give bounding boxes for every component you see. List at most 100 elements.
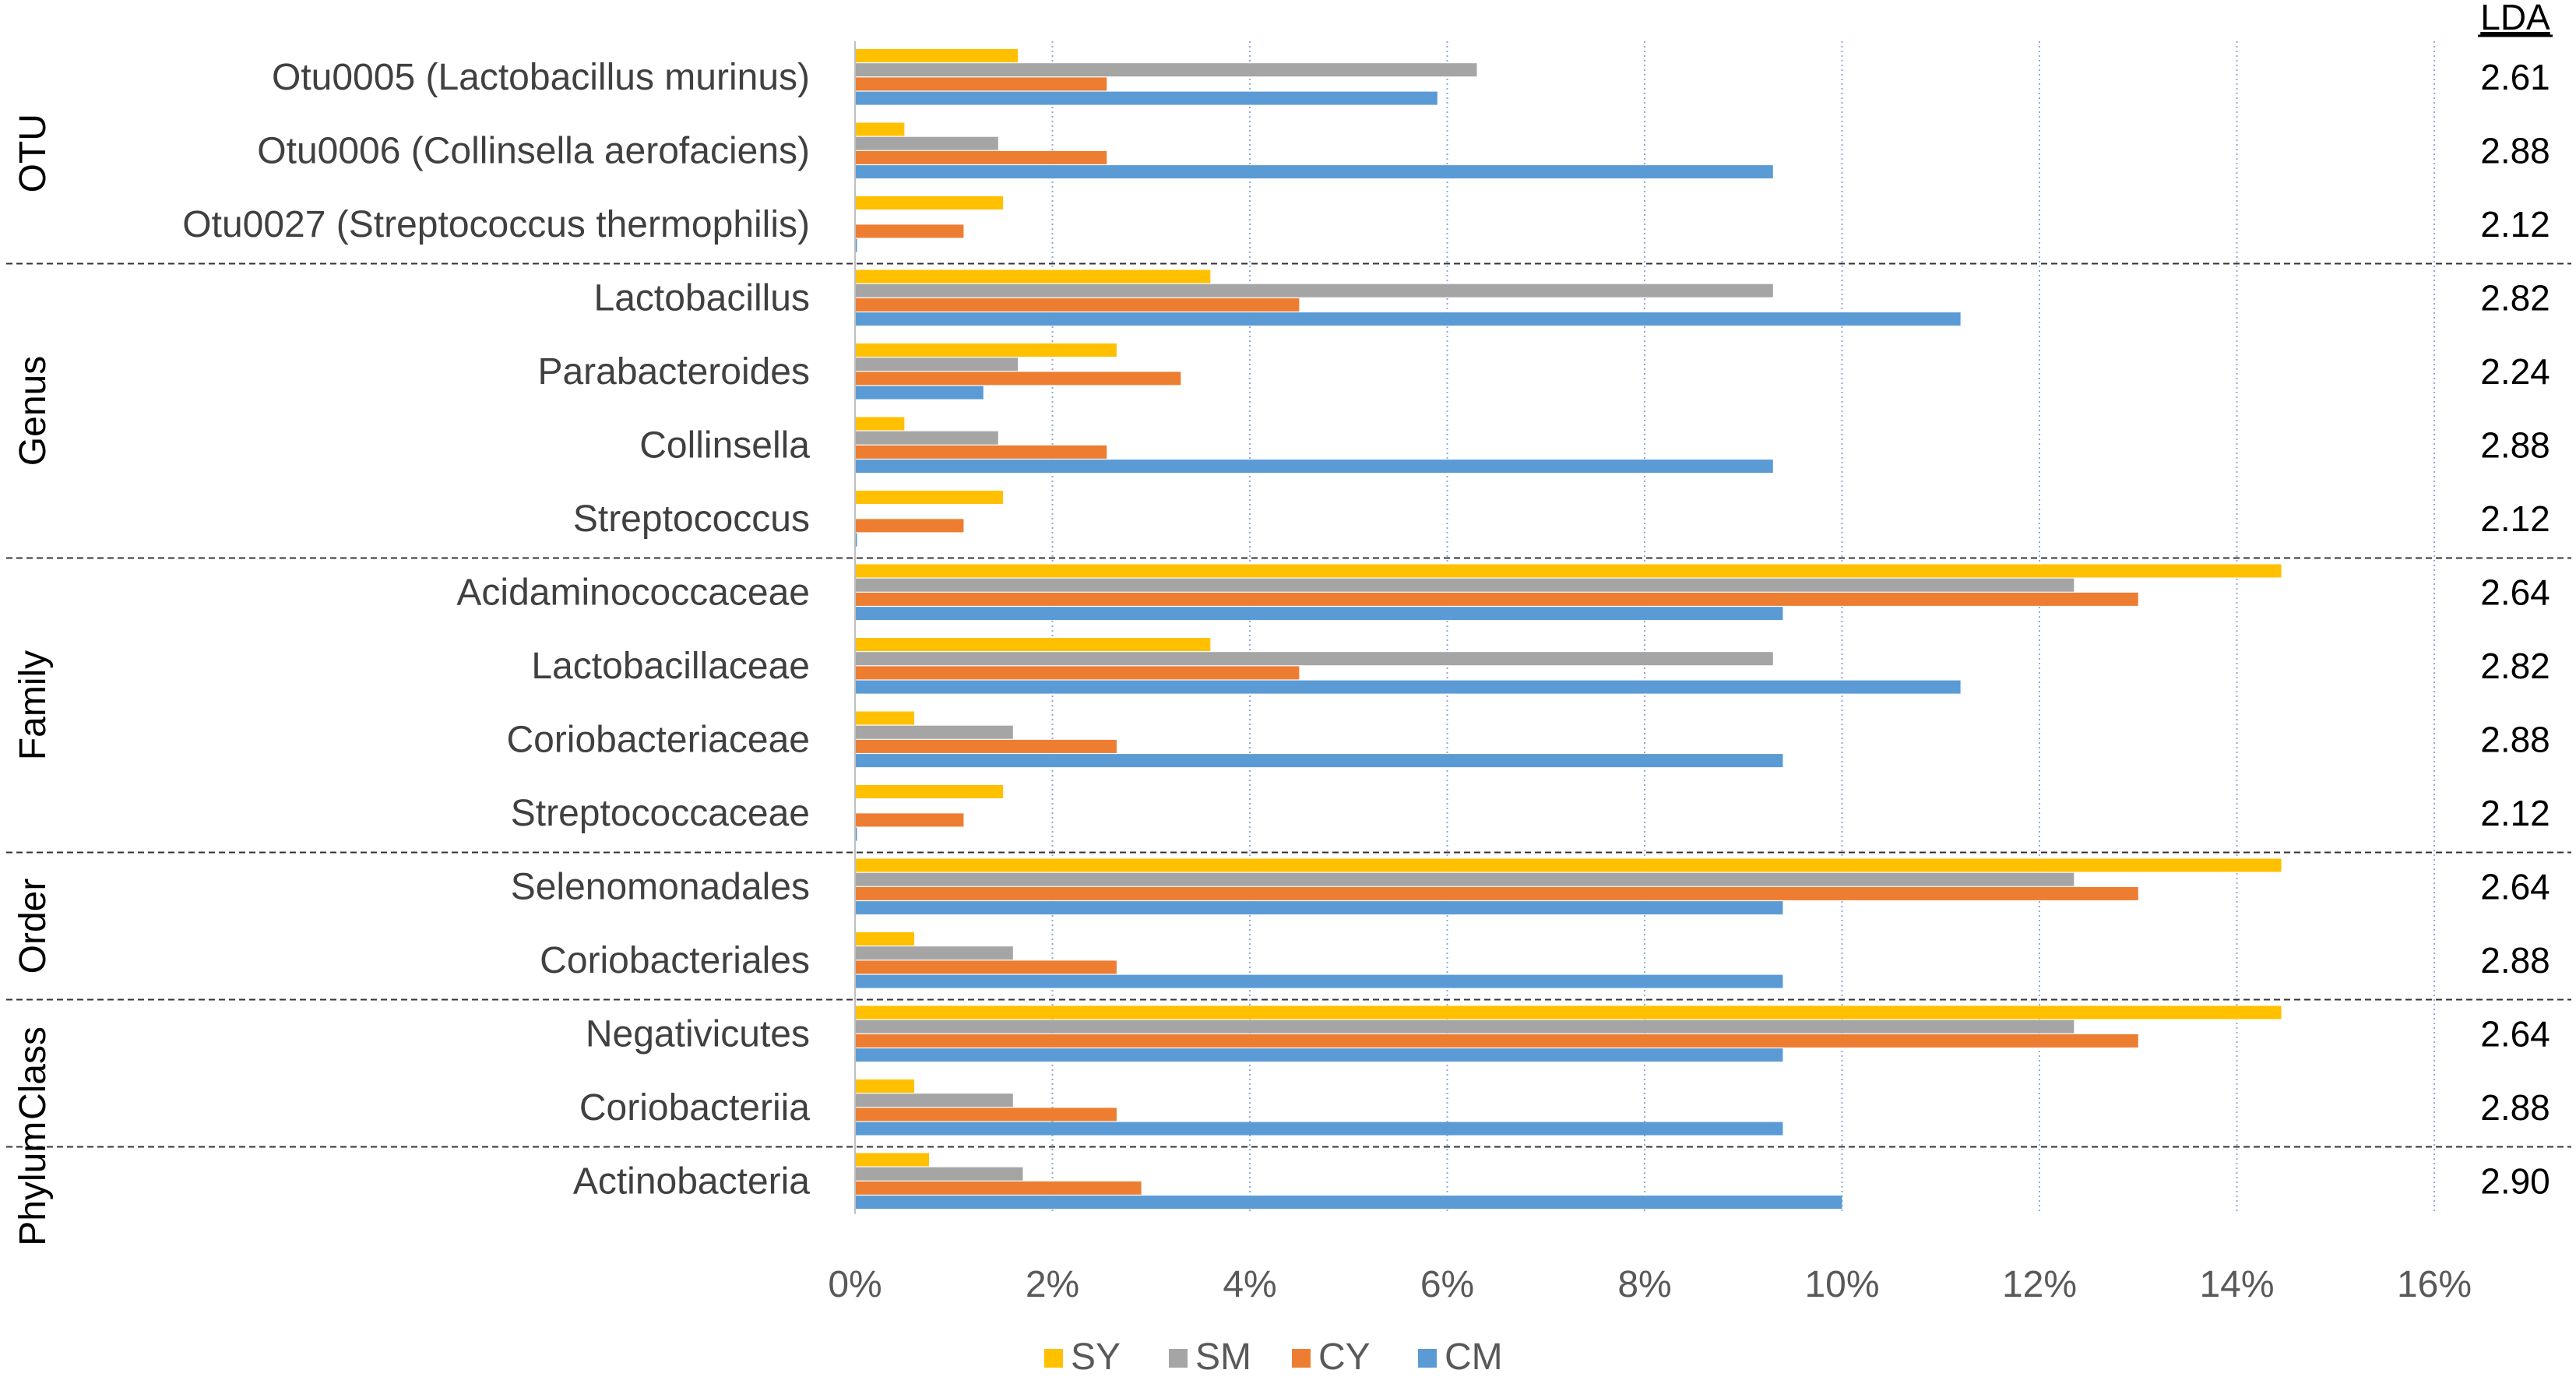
bar-cm-g1-r0 — [855, 312, 1961, 326]
bar-sy-g4-r1 — [855, 1079, 915, 1093]
bar-cy-g4-r1 — [855, 1108, 1117, 1122]
bar-cm-g1-r3 — [855, 533, 857, 547]
group-label-family: Family — [12, 650, 54, 760]
bar-cm-g2-r1 — [855, 680, 1961, 694]
row-label: Coriobacteriia — [579, 1087, 810, 1129]
x-tick-label: 14% — [2199, 1264, 2274, 1305]
group-label-phylum: Phylum — [12, 1122, 54, 1246]
x-tick-label: 0% — [828, 1264, 882, 1305]
bar-cm-g4-r0 — [855, 1048, 1783, 1062]
row-label: Otu0006 (Collinsella aerofaciens) — [257, 130, 810, 171]
bar-cy-g4-r0 — [855, 1034, 2138, 1048]
row-label: Otu0005 (Lactobacillus murinus) — [272, 57, 810, 98]
bar-cy-g1-r1 — [855, 372, 1181, 386]
bar-sy-g3-r0 — [855, 858, 2282, 872]
bar-sm-g3-r1 — [855, 946, 1013, 960]
lda-value: 2.88 — [2480, 940, 2550, 981]
bar-cy-g0-r2 — [855, 224, 964, 238]
bar-cy-g2-r0 — [855, 592, 2138, 606]
bar-cm-g2-r3 — [855, 827, 857, 841]
x-tick-label: 10% — [1804, 1264, 1879, 1305]
group-label-order: Order — [12, 879, 54, 974]
legend-swatch-sy — [1044, 1349, 1063, 1368]
bar-sm-g0-r1 — [855, 136, 998, 150]
lda-value: 2.12 — [2480, 204, 2550, 245]
bar-cm-g0-r1 — [855, 165, 1773, 179]
lda-value: 2.82 — [2480, 277, 2550, 318]
row-label: Collinsella — [639, 424, 810, 466]
legend-label-sy: SY — [1071, 1336, 1121, 1378]
legend-swatch-cm — [1418, 1349, 1437, 1368]
lda-value: 2.64 — [2480, 572, 2550, 612]
group-label-class: Class — [12, 1027, 54, 1120]
bar-sm-g2-r1 — [855, 652, 1773, 666]
lda-value: 2.88 — [2480, 1087, 2550, 1128]
bar-cy-g1-r3 — [855, 519, 964, 533]
bar-sy-g0-r0 — [855, 49, 1019, 62]
lda-value: 2.61 — [2480, 57, 2550, 97]
row-label: Lactobacillaceae — [531, 646, 810, 687]
lda-header: LDA — [2480, 0, 2550, 37]
bar-cy-g3-r0 — [855, 886, 2138, 900]
bar-sm-g0-r0 — [855, 63, 1477, 77]
bar-sm-g1-r0 — [855, 283, 1773, 298]
bar-sm-g4-r0 — [855, 1019, 2075, 1034]
bar-cm-g0-r0 — [855, 91, 1438, 105]
lda-value: 2.90 — [2480, 1160, 2550, 1201]
lda-value: 2.88 — [2480, 130, 2550, 171]
lda-value: 2.24 — [2480, 351, 2550, 392]
bar-cy-g1-r2 — [855, 445, 1107, 459]
bar-cm-g1-r1 — [855, 386, 984, 400]
bar-cm-g2-r2 — [855, 754, 1783, 768]
lda-value: 2.82 — [2480, 646, 2550, 686]
lda-value: 2.12 — [2480, 793, 2550, 833]
x-tick-label: 6% — [1420, 1264, 1474, 1305]
bar-cm-g5-r0 — [855, 1196, 1842, 1210]
bar-sy-g1-r1 — [855, 343, 1117, 357]
legend-swatch-cy — [1292, 1349, 1311, 1368]
bar-cm-g0-r2 — [855, 238, 857, 252]
x-tick-label: 8% — [1617, 1264, 1671, 1305]
x-tick-label: 4% — [1223, 1264, 1276, 1305]
legend-label-sm: SM — [1195, 1336, 1251, 1378]
bar-sm-g1-r2 — [855, 431, 998, 445]
bar-cm-g2-r0 — [855, 607, 1783, 621]
legend-label-cy: CY — [1318, 1336, 1371, 1378]
bar-sy-g2-r3 — [855, 785, 1004, 798]
x-tick-label: 12% — [2002, 1264, 2077, 1305]
bar-cy-g5-r0 — [855, 1181, 1142, 1195]
bar-cy-g2-r2 — [855, 739, 1117, 753]
lda-value: 2.12 — [2480, 498, 2550, 539]
lda-value: 2.64 — [2480, 1013, 2550, 1054]
x-tick-label: 2% — [1026, 1264, 1079, 1305]
bar-sm-g1-r1 — [855, 357, 1019, 372]
bar-sy-g0-r2 — [855, 196, 1004, 210]
bar-sm-g3-r0 — [855, 872, 2075, 886]
bar-cy-g2-r1 — [855, 666, 1300, 680]
row-label: Negativicutes — [586, 1013, 810, 1055]
row-label: Parabacteroides — [537, 351, 810, 393]
row-label: Coriobacteriales — [540, 940, 810, 981]
bar-sy-g4-r0 — [855, 1005, 2282, 1019]
bar-sy-g3-r1 — [855, 932, 915, 946]
bar-sm-g2-r0 — [855, 578, 2075, 592]
row-label: Actinobacteria — [573, 1160, 810, 1202]
group-label-genus: Genus — [12, 356, 54, 466]
bar-cm-g1-r2 — [855, 460, 1773, 474]
bar-cy-g3-r1 — [855, 960, 1117, 974]
row-label: Selenomonadales — [511, 866, 810, 907]
bar-cm-g3-r1 — [855, 974, 1783, 988]
group-label-otu: OTU — [12, 114, 54, 192]
bar-sy-g2-r1 — [855, 638, 1211, 651]
row-label: Streptococcus — [573, 498, 810, 540]
row-label: Otu0027 (Streptococcus thermophilis) — [182, 204, 810, 245]
row-label: Coriobacteriaceae — [506, 719, 810, 760]
row-label: Lactobacillus — [594, 277, 811, 319]
legend-label-cm: CM — [1445, 1336, 1503, 1378]
bar-sm-g2-r2 — [855, 725, 1013, 739]
bar-sy-g5-r0 — [855, 1153, 930, 1167]
x-tick-label: 16% — [2397, 1264, 2472, 1305]
bar-cy-g1-r0 — [855, 298, 1300, 312]
